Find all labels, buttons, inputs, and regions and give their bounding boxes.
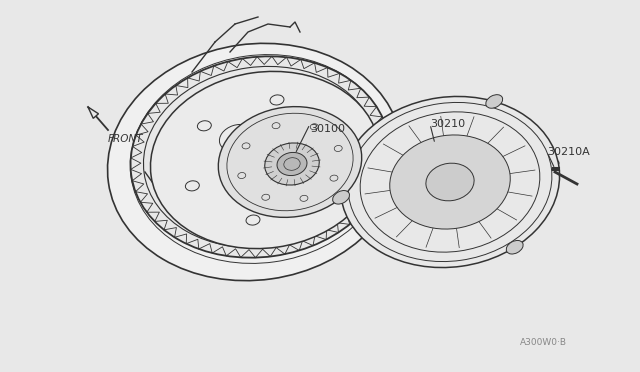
Ellipse shape bbox=[426, 163, 474, 201]
Polygon shape bbox=[88, 107, 99, 118]
Text: A300W0·B: A300W0·B bbox=[520, 338, 567, 347]
Ellipse shape bbox=[341, 157, 559, 199]
Ellipse shape bbox=[506, 240, 523, 254]
Ellipse shape bbox=[218, 107, 362, 217]
Ellipse shape bbox=[333, 190, 349, 204]
Text: 30100: 30100 bbox=[310, 124, 345, 134]
Ellipse shape bbox=[108, 44, 403, 280]
Ellipse shape bbox=[277, 153, 307, 176]
Text: 30210: 30210 bbox=[430, 119, 465, 129]
Ellipse shape bbox=[131, 56, 390, 258]
Ellipse shape bbox=[390, 135, 510, 229]
Text: FRONT: FRONT bbox=[108, 134, 143, 144]
Ellipse shape bbox=[340, 96, 559, 267]
Text: 30210A: 30210A bbox=[547, 147, 589, 157]
Ellipse shape bbox=[486, 94, 502, 108]
Ellipse shape bbox=[265, 143, 319, 185]
Ellipse shape bbox=[150, 71, 380, 248]
